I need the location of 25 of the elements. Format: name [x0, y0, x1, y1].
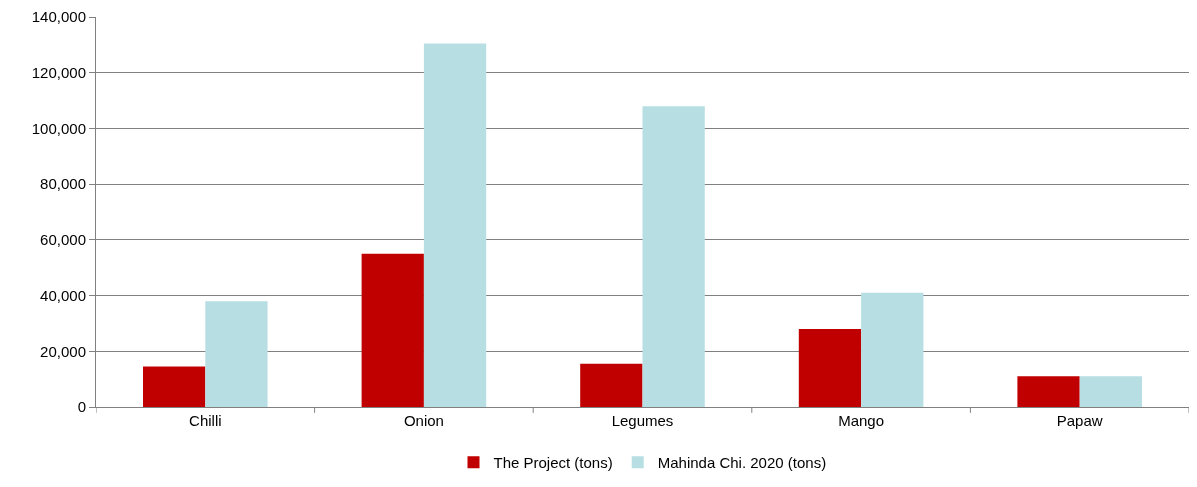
y-tick-label: 120,000 [31, 63, 86, 81]
y-tick-label: 0 [77, 398, 86, 416]
legend-label: The Project (tons) [493, 454, 613, 472]
x-tick-label: Legumes [611, 412, 674, 429]
x-tick-label: Chilli [189, 412, 222, 429]
bar [143, 366, 206, 407]
x-tick-label: Papaw [1056, 412, 1103, 429]
y-tick-label: 80,000 [40, 175, 86, 193]
y-tick-label: 60,000 [40, 231, 86, 249]
bar [642, 106, 705, 407]
bar [423, 43, 487, 407]
y-tick-label: 40,000 [40, 286, 86, 304]
bar [205, 301, 268, 407]
y-tick-label: 140,000 [31, 8, 86, 26]
bar [1079, 376, 1142, 407]
bar [798, 329, 862, 407]
bar [580, 363, 643, 407]
x-tick-label: Mango [838, 412, 885, 429]
bar [861, 292, 924, 407]
bar [361, 253, 424, 407]
bar [1017, 376, 1080, 407]
legend-label: Mahinda Chi. 2020 (tons) [657, 454, 827, 472]
y-tick-label: 20,000 [40, 342, 86, 360]
y-tick-label: 100,000 [31, 119, 86, 137]
x-tick-label: Onion [403, 412, 444, 429]
